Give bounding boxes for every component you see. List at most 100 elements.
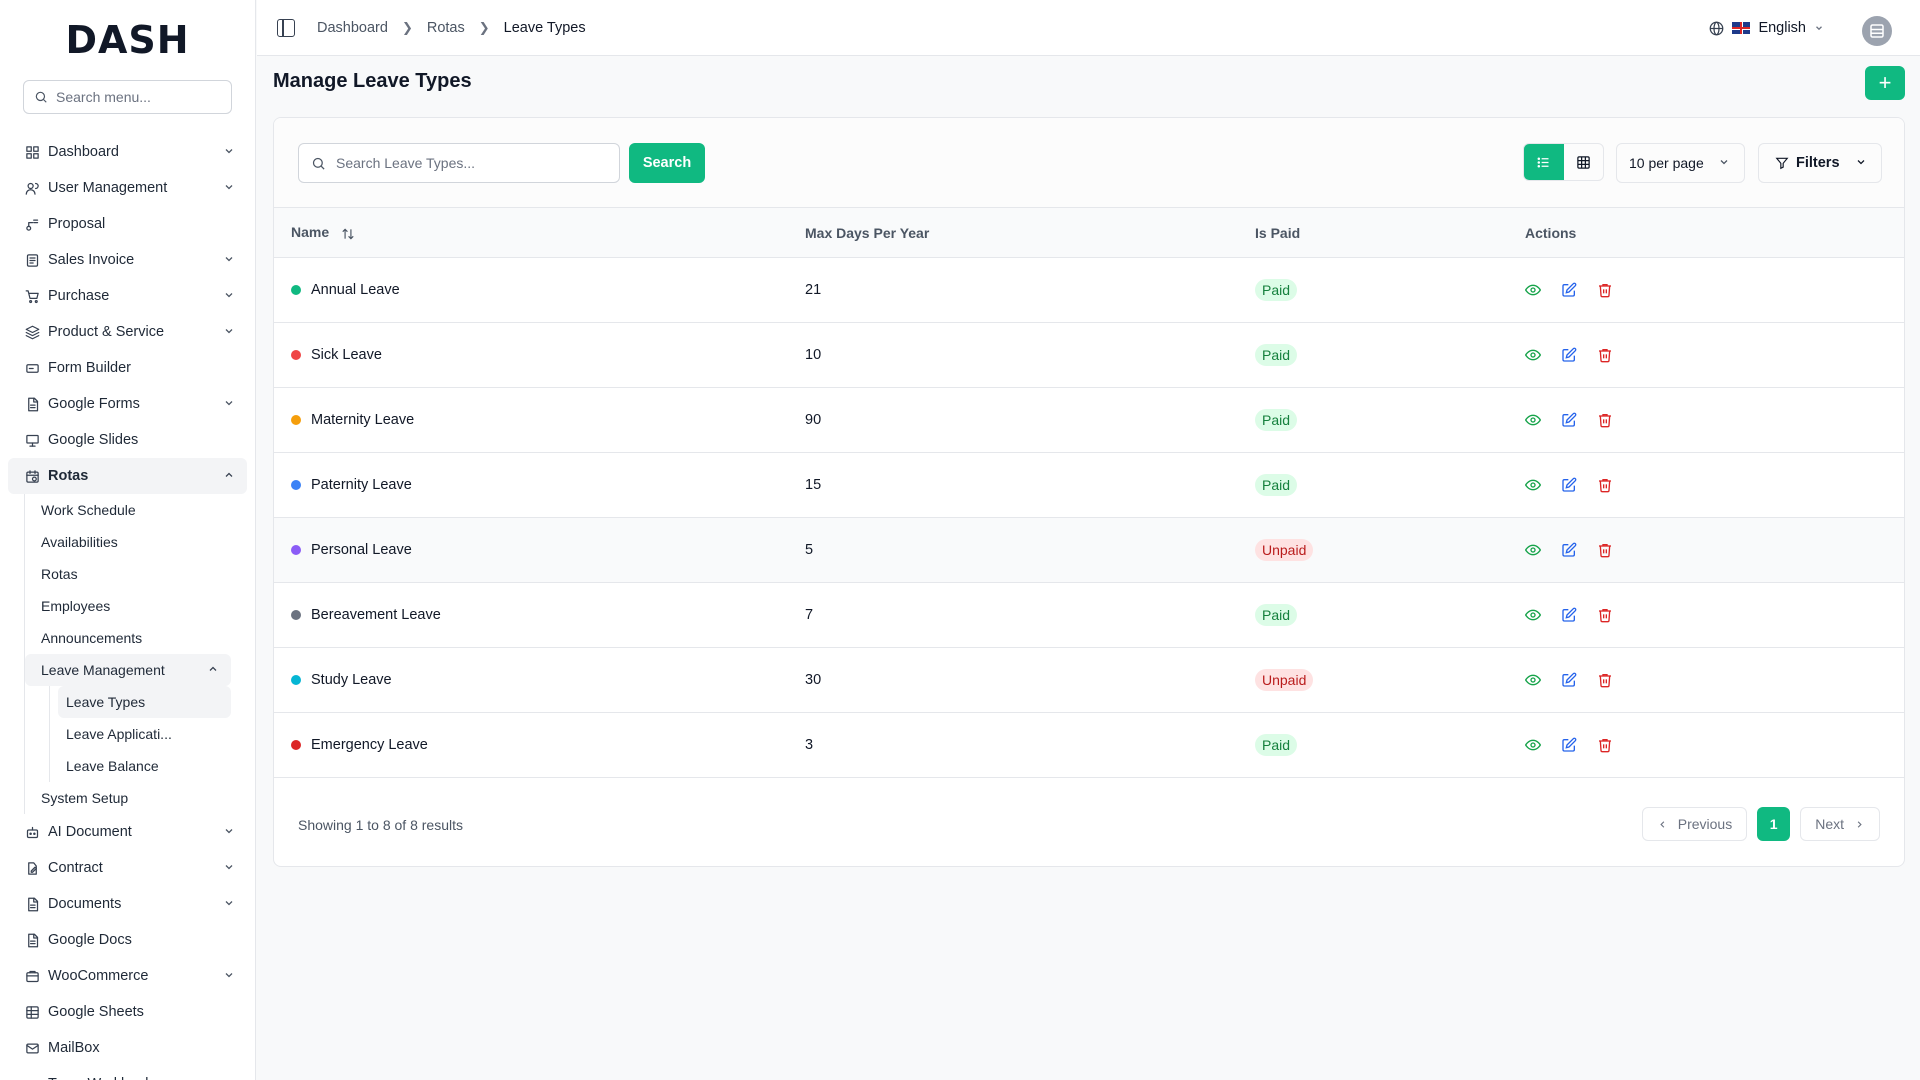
- per-page-select[interactable]: 10 per page: [1616, 143, 1745, 183]
- view-icon[interactable]: [1525, 412, 1541, 428]
- next-page-button[interactable]: Next: [1800, 807, 1880, 841]
- sidebar-subitem-availabilities[interactable]: Availabilities: [25, 526, 255, 558]
- column-header-name[interactable]: Name: [274, 208, 788, 258]
- sidebar-item-documents[interactable]: Documents: [8, 886, 247, 922]
- edit-icon[interactable]: [1561, 542, 1577, 558]
- logo[interactable]: DASH: [0, 0, 255, 80]
- cell-max-days: 5: [805, 542, 814, 558]
- delete-icon[interactable]: [1597, 542, 1613, 558]
- table-row[interactable]: Sick Leave 10 Paid: [274, 323, 1904, 388]
- edit-icon[interactable]: [1561, 347, 1577, 363]
- sidebar-item-dashboard[interactable]: Dashboard: [8, 134, 247, 170]
- table-row[interactable]: Personal Leave 5 Unpaid: [274, 517, 1904, 583]
- sidebar-item-google-slides[interactable]: Google Slides: [8, 422, 247, 458]
- table-row[interactable]: Emergency Leave 3 Paid: [274, 713, 1904, 778]
- color-dot: [291, 740, 301, 751]
- sidebar-subitem-rotas[interactable]: Rotas: [25, 558, 255, 590]
- search-icon: [312, 157, 325, 170]
- cell-actions: [1508, 453, 1904, 518]
- sidebar-item-ai-document[interactable]: AI Document: [8, 814, 247, 850]
- previous-page-button[interactable]: Previous: [1641, 807, 1748, 841]
- breadcrumb-rotas[interactable]: Rotas: [426, 19, 465, 36]
- view-icon[interactable]: [1525, 542, 1541, 558]
- sidebar-subitem-leave-types[interactable]: Leave Types: [58, 686, 231, 718]
- leave-search-field[interactable]: [298, 143, 620, 183]
- table-row[interactable]: Bereavement Leave 7 Paid: [274, 583, 1904, 648]
- sidebar-toggle-icon[interactable]: [277, 18, 295, 37]
- sidebar-item-rotas[interactable]: Rotas: [8, 458, 247, 494]
- sidebar-item-system-setup[interactable]: System Setup: [25, 782, 255, 814]
- sidebar-item-sales-invoice[interactable]: Sales Invoice: [8, 242, 247, 278]
- breadcrumb-dashboard[interactable]: Dashboard: [317, 19, 388, 36]
- presentation-icon: [24, 432, 40, 448]
- leave-search-input[interactable]: [336, 155, 606, 171]
- sidebar-item-google-sheets[interactable]: Google Sheets: [8, 994, 247, 1030]
- view-icon[interactable]: [1525, 347, 1541, 363]
- view-icon[interactable]: [1525, 607, 1541, 623]
- sidebar-item-proposal[interactable]: Proposal: [8, 206, 247, 242]
- grid-view-button[interactable]: [1564, 144, 1604, 180]
- table-row[interactable]: Paternity Leave 15 Paid: [274, 453, 1904, 518]
- edit-icon[interactable]: [1561, 412, 1577, 428]
- chevron-down-icon: [223, 1077, 235, 1080]
- delete-icon[interactable]: [1597, 282, 1613, 298]
- sidebar-search-placeholder: Search menu...: [56, 89, 151, 105]
- cell-is-paid: Paid: [1238, 388, 1508, 453]
- search-button[interactable]: Search: [629, 143, 705, 183]
- sidebar-item-woocommerce[interactable]: WooCommerce: [8, 958, 247, 994]
- delete-icon[interactable]: [1597, 412, 1613, 428]
- view-icon[interactable]: [1525, 672, 1541, 688]
- sidebar-subitem-announcements[interactable]: Announcements: [25, 622, 255, 654]
- table-row[interactable]: Annual Leave 21 Paid: [274, 258, 1904, 323]
- delete-icon[interactable]: [1597, 347, 1613, 363]
- table-row[interactable]: Maternity Leave 90 Paid: [274, 388, 1904, 453]
- sidebar-subitem-leave-applicati[interactable]: Leave Applicati...: [50, 718, 255, 750]
- cell-name: Sick Leave: [274, 323, 788, 388]
- view-icon[interactable]: [1525, 477, 1541, 493]
- sidebar-item-contract[interactable]: Contract: [8, 850, 247, 886]
- sidebar-search[interactable]: Search menu...: [23, 80, 232, 114]
- sidebar-item-leave-management[interactable]: Leave Management: [25, 654, 231, 686]
- delete-icon[interactable]: [1597, 672, 1613, 688]
- language-selector[interactable]: English: [1709, 0, 1824, 56]
- list-view-button[interactable]: [1524, 144, 1564, 180]
- add-leave-type-button[interactable]: +: [1865, 66, 1905, 100]
- sidebar-subitem-employees[interactable]: Employees: [25, 590, 255, 622]
- sidebar-subitem-work-schedule[interactable]: Work Schedule: [25, 494, 255, 526]
- chevron-right-icon: [1857, 820, 1862, 828]
- globe-icon: [1710, 21, 1724, 35]
- chevron-up-icon: [207, 663, 219, 678]
- sidebar-subitem-leave-balance[interactable]: Leave Balance: [50, 750, 255, 782]
- sidebar-item-label: Purchase: [48, 288, 110, 304]
- sidebar-item-purchase[interactable]: Purchase: [8, 278, 247, 314]
- uk-flag-icon: [1732, 22, 1751, 34]
- edit-icon[interactable]: [1561, 737, 1577, 753]
- filters-button[interactable]: Filters: [1758, 143, 1882, 183]
- chevron-down-icon: [223, 289, 235, 304]
- sidebar-item-product-service[interactable]: Product & Service: [8, 314, 247, 350]
- table-row[interactable]: Study Leave 30 Unpaid: [274, 648, 1904, 713]
- sidebar-item-google-docs[interactable]: Google Docs: [8, 922, 247, 958]
- avatar[interactable]: [1862, 16, 1892, 46]
- delete-icon[interactable]: [1597, 477, 1613, 493]
- delete-icon[interactable]: [1597, 607, 1613, 623]
- sidebar-item-team-workload[interactable]: Team Workload: [8, 1066, 247, 1080]
- sort-icon[interactable]: [341, 227, 355, 241]
- edit-icon[interactable]: [1561, 477, 1577, 493]
- edit-icon[interactable]: [1561, 672, 1577, 688]
- sidebar-item-user-management[interactable]: User Management: [8, 170, 247, 206]
- edit-icon[interactable]: [1561, 607, 1577, 623]
- sidebar-item-mailbox[interactable]: MailBox: [8, 1030, 247, 1066]
- rotas-submenu: Work Schedule Availabilities Rotas Employee…: [24, 494, 255, 814]
- status-badge: Unpaid: [1255, 539, 1314, 561]
- sidebar-item-label: System Setup: [41, 790, 129, 806]
- cell-actions: [1508, 583, 1904, 648]
- sidebar-item-google-forms[interactable]: Google Forms: [8, 386, 247, 422]
- view-icon[interactable]: [1525, 737, 1541, 753]
- sidebar-item-form-builder[interactable]: Form Builder: [8, 350, 247, 386]
- edit-icon[interactable]: [1561, 282, 1577, 298]
- view-icon[interactable]: [1525, 282, 1541, 298]
- page-number-button[interactable]: 1: [1757, 807, 1791, 841]
- delete-icon[interactable]: [1597, 737, 1613, 753]
- sidebar-item-label: Work Schedule: [41, 502, 136, 518]
